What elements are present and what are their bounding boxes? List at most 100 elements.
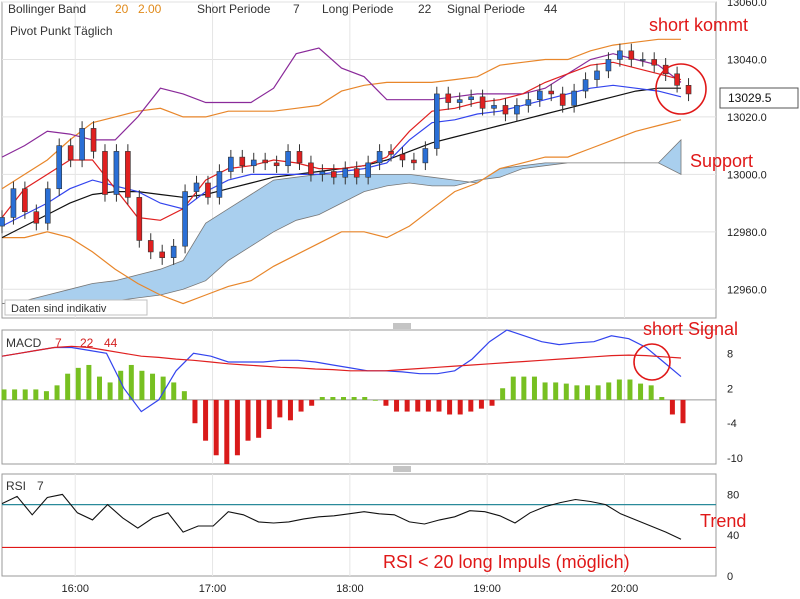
candle-body bbox=[514, 105, 520, 115]
candle-41 bbox=[468, 89, 474, 107]
candle-body bbox=[273, 162, 280, 167]
macd-bar-7 bbox=[75, 367, 81, 400]
candle-40 bbox=[456, 92, 463, 110]
candle-59 bbox=[674, 66, 680, 93]
price-y-tick-4: 12980.0 bbox=[727, 227, 767, 239]
macd-bar-41 bbox=[436, 399, 442, 412]
candle-16 bbox=[182, 184, 188, 254]
candle-body bbox=[617, 50, 623, 60]
candle-body bbox=[262, 159, 268, 164]
macd-bar-9 bbox=[96, 376, 102, 400]
time-tick-3: 19:00 bbox=[473, 583, 501, 594]
macd-bar-40 bbox=[425, 399, 431, 412]
macd-bar-17 bbox=[181, 391, 187, 400]
annotation-trend: Trend bbox=[700, 511, 746, 531]
candle-body bbox=[422, 148, 429, 164]
candle-body bbox=[296, 151, 303, 164]
macd-bar-30 bbox=[319, 397, 325, 400]
macd-bar-4 bbox=[43, 391, 49, 400]
annotation-short-kommt: short kommt bbox=[649, 15, 748, 35]
candle-body bbox=[605, 59, 612, 72]
candle-body bbox=[250, 159, 257, 167]
candle-body bbox=[239, 156, 246, 167]
candle-body bbox=[331, 171, 337, 178]
candle-body bbox=[308, 162, 314, 175]
macd-param-1: 7 bbox=[55, 336, 62, 350]
candle-body bbox=[365, 162, 371, 178]
candle-42 bbox=[479, 89, 486, 116]
macd-y-tick-3: -10 bbox=[727, 453, 743, 465]
candle-20 bbox=[228, 149, 234, 179]
current-price-box bbox=[719, 87, 799, 109]
candle-45 bbox=[514, 98, 520, 122]
candle-body bbox=[502, 105, 509, 115]
rsi-grid bbox=[2, 474, 716, 576]
macd-param-2: 22 bbox=[80, 336, 94, 350]
candle-body bbox=[491, 105, 497, 109]
candle-9 bbox=[102, 144, 108, 202]
candle-0 bbox=[0, 210, 5, 234]
candle-25 bbox=[285, 144, 291, 173]
rsi-panel bbox=[1, 473, 717, 577]
splitter-handle-macd[interactable] bbox=[393, 323, 411, 329]
candle-49 bbox=[559, 86, 566, 113]
macd-bar-28 bbox=[298, 399, 304, 412]
macd-bar-52 bbox=[553, 382, 559, 400]
candle-body bbox=[342, 168, 349, 178]
candle-18 bbox=[205, 175, 211, 205]
candle-body bbox=[651, 59, 658, 66]
macd-bar-49 bbox=[521, 376, 527, 400]
rsi-y-tick-1: 40 bbox=[727, 530, 739, 542]
candle-24 bbox=[273, 155, 280, 173]
candle-body bbox=[456, 99, 463, 103]
macd-title: MACD bbox=[6, 336, 42, 350]
candle-44 bbox=[502, 98, 509, 122]
macd-bar-19 bbox=[203, 399, 209, 441]
candle-17 bbox=[193, 175, 200, 199]
macd-bar-61 bbox=[648, 385, 654, 400]
macd-bar-43 bbox=[457, 399, 463, 415]
macd-bar-56 bbox=[595, 385, 601, 400]
macd-bar-11 bbox=[118, 370, 124, 400]
legend-short-value: 7 bbox=[293, 2, 300, 16]
macd-bar-25 bbox=[266, 399, 272, 430]
macd-bar-15 bbox=[160, 376, 166, 400]
annotation-support: Support bbox=[690, 151, 753, 171]
macd-bar-39 bbox=[415, 399, 421, 412]
legend-bb-dev: 2.00 bbox=[138, 2, 162, 16]
macd-bar-42 bbox=[447, 399, 453, 415]
candle-6 bbox=[67, 138, 74, 168]
splitter-handle-rsi[interactable] bbox=[393, 466, 411, 472]
candle-39 bbox=[445, 86, 452, 110]
macd-bar-64 bbox=[680, 399, 686, 424]
macd-bar-60 bbox=[638, 383, 644, 400]
macd-bar-10 bbox=[107, 382, 113, 400]
line-bb-upper bbox=[1, 38, 681, 190]
candles bbox=[0, 43, 692, 265]
candle-26 bbox=[296, 144, 303, 171]
candle-37 bbox=[422, 141, 429, 171]
candle-29 bbox=[331, 164, 337, 185]
candle-body bbox=[67, 145, 74, 161]
macd-bar-6 bbox=[65, 373, 71, 400]
price-y-tick-3: 13000.0 bbox=[727, 169, 767, 181]
cloud-layer bbox=[1, 138, 682, 305]
legend-bb-period: 20 bbox=[115, 2, 129, 16]
candle-33 bbox=[376, 144, 383, 171]
candle-body bbox=[22, 188, 28, 213]
candle-34 bbox=[388, 144, 394, 162]
candle-body bbox=[399, 153, 406, 161]
macd-bar-46 bbox=[489, 399, 495, 406]
candle-body bbox=[205, 182, 211, 198]
candle-body bbox=[628, 50, 635, 60]
macd-bar-32 bbox=[341, 397, 346, 400]
candle-body bbox=[548, 90, 555, 95]
candle-body bbox=[216, 171, 223, 198]
price-y-tick-5: 12960.0 bbox=[727, 284, 767, 296]
macd-bar-62 bbox=[659, 397, 665, 400]
axis-labels: 13060.0 13040.0 13020.0 13000.0 12980.0 12960… bbox=[61, 0, 767, 595]
macd-bar-1 bbox=[12, 389, 18, 400]
macd-bar-44 bbox=[468, 399, 474, 412]
time-tick-0: 16:00 bbox=[61, 583, 89, 594]
candle-body bbox=[685, 85, 692, 95]
